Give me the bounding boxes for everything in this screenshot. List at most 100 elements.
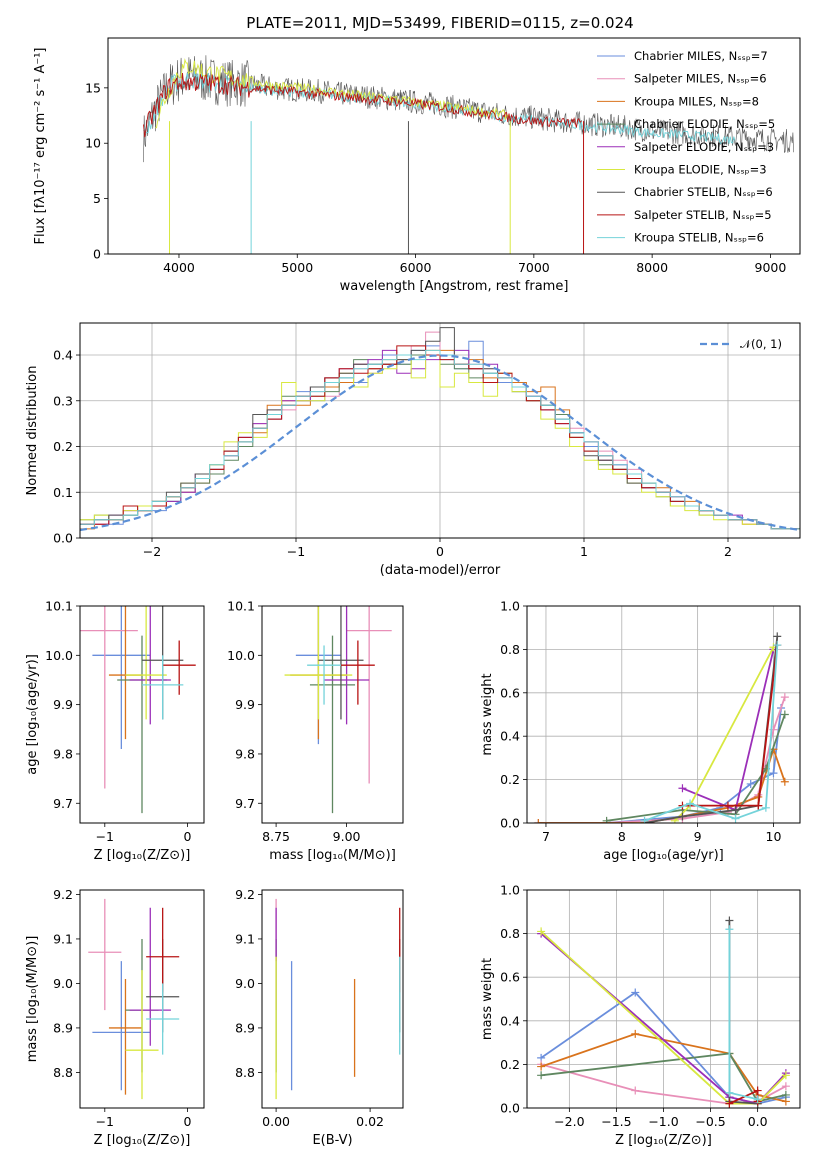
x-axis-label: E(B-V) — [312, 1133, 352, 1148]
panel-residuals: −2 −1 0 1 2 0.0 0.1 0.2 0.3 0.4 (data-model)/error… — [25, 322, 801, 578]
x-axis-label: Z [log₁₀(Z/Z⊙)] — [615, 1133, 712, 1148]
legend-entry: Chabrier STELIB, Nₛₛₚ=6 — [634, 185, 773, 199]
plot-frame — [526, 889, 801, 1109]
weight-point-marker — [769, 769, 778, 778]
weight-point-marker — [780, 777, 789, 786]
x-tick-label: −2 — [143, 544, 161, 559]
plot-area — [537, 916, 790, 1108]
plot-frame — [79, 605, 205, 824]
x-axis-label: wavelength [Angstrom, rest frame] — [340, 279, 569, 294]
y-tick-label: 8.8 — [53, 1065, 73, 1080]
y-tick-label: 0 — [93, 247, 101, 262]
plot-area — [80, 606, 196, 814]
y-tick-label: 9.2 — [235, 887, 255, 902]
weight-point-marker — [781, 1090, 790, 1099]
y-tick-label: 0.8 — [500, 926, 520, 941]
y-tick-label: 9.9 — [235, 697, 255, 712]
plot-frame — [261, 889, 404, 1109]
weight-point-marker — [780, 693, 789, 702]
y-tick-label: 9.0 — [235, 976, 255, 991]
legend-entry: Salpeter MILES, Nₛₛₚ=6 — [634, 72, 767, 86]
weight-point-marker — [773, 632, 782, 641]
x-tick-label: 0 — [183, 829, 191, 844]
weight-point-marker — [537, 1062, 546, 1071]
x-tick-label: −2.0 — [554, 1114, 584, 1129]
panel-spectrum: 4000 5000 6000 7000 8000 9000 0 5 10 15 wavelength… — [33, 37, 801, 294]
spectrum-series-line — [143, 55, 794, 163]
weight-point-marker — [754, 801, 763, 810]
y-tick-label: 9.7 — [53, 796, 73, 811]
x-tick-label: −1 — [96, 829, 114, 844]
weight-series-line — [540, 930, 787, 1105]
figure-title: PLATE=2011, MJD=53499, FIBERID=0115, z=0… — [246, 14, 633, 32]
x-tick-label: 2 — [724, 544, 732, 559]
y-tick-label: 10.0 — [45, 648, 73, 663]
plot-frame — [107, 37, 801, 255]
y-axis-label: Normed distribution — [25, 366, 40, 496]
weight-point-marker — [537, 927, 546, 936]
y-tick-label: 1.0 — [500, 883, 520, 898]
x-tick-label: 6000 — [400, 260, 432, 275]
plot-frame — [79, 889, 205, 1109]
x-axis-label: age [log₁₀(age/yr)] — [603, 848, 724, 863]
x-tick-label: 7 — [542, 829, 550, 844]
x-tick-label: −1 — [287, 544, 305, 559]
y-tick-label: 15 — [85, 80, 101, 95]
y-tick-label: 0.6 — [500, 970, 520, 985]
weight-point-marker — [631, 988, 640, 997]
y-tick-label: 0.2 — [500, 772, 520, 787]
weight-point-marker — [725, 1088, 734, 1097]
y-axis-label: Flux [fλ10⁻¹⁷ erg cm⁻² s⁻¹ A⁻¹] — [33, 48, 48, 245]
x-tick-label: −1.0 — [648, 1114, 678, 1129]
y-tick-label: 0.4 — [500, 1013, 520, 1028]
plot-area — [275, 898, 401, 1100]
weight-point-marker — [631, 1086, 640, 1095]
y-tick-label: 8.9 — [53, 1020, 73, 1035]
y-tick-label: 9.0 — [53, 976, 73, 991]
y-tick-label: 9.1 — [235, 931, 255, 946]
x-tick-label: 5000 — [281, 260, 313, 275]
x-tick-label: 10 — [766, 829, 782, 844]
plot-area — [534, 632, 789, 823]
weight-point-marker — [781, 1082, 790, 1091]
x-tick-label: 8.75 — [262, 829, 290, 844]
y-tick-label: 0.2 — [53, 439, 73, 454]
weight-point-marker — [781, 1071, 790, 1080]
weight-point-marker — [725, 925, 734, 934]
weight-point-marker — [746, 779, 755, 788]
weight-point-marker — [725, 916, 734, 925]
weight-point-marker — [725, 1099, 734, 1108]
y-tick-label: 8.8 — [235, 1065, 255, 1080]
y-tick-label: 9.9 — [53, 697, 73, 712]
panel-weight_vs_age: 7 8 9 10 0.0 0.2 0.4 0.6 0.8 1.0 age [log₁₀(age/yr… — [480, 599, 801, 863]
weight-point-marker — [640, 816, 649, 823]
weight-point-marker — [534, 819, 543, 823]
y-tick-label: 0.0 — [500, 816, 520, 831]
x-tick-label: 1 — [580, 544, 588, 559]
y-tick-label: 0.4 — [53, 348, 73, 363]
legend-entry: Salpeter ELODIE, Nₛₛₚ=3 — [634, 140, 774, 154]
weight-point-marker — [731, 805, 740, 814]
weight-point-marker — [631, 1029, 640, 1038]
x-axis-label: (data-model)/error — [380, 563, 501, 578]
weight-point-marker — [753, 1095, 762, 1104]
y-tick-label: 9.1 — [53, 931, 73, 946]
panel-age_vs_mass: 8.75 9.00 9.7 9.8 9.9 10.0 10.1 mass [log₁₀(M/M… — [227, 599, 404, 863]
weight-point-marker — [761, 803, 770, 812]
y-tick-label: 0.2 — [500, 1057, 520, 1072]
y-tick-label: 10.0 — [227, 648, 255, 663]
plot-frame — [526, 605, 801, 824]
x-tick-label: −0.5 — [695, 1114, 725, 1129]
legend-entry: 𝒩(0, 1) — [740, 337, 782, 351]
spectrum-series-line — [143, 72, 582, 138]
legend-entry: Kroupa ELODIE, Nₛₛₚ=3 — [634, 163, 767, 177]
legend-entry: Kroupa STELIB, Nₛₛₚ=6 — [634, 231, 764, 245]
y-axis-label: age [log₁₀(age/yr)] — [25, 654, 40, 775]
x-tick-label: 7000 — [518, 260, 550, 275]
x-axis-label: Z [log₁₀(Z/Z⊙)] — [94, 848, 191, 863]
normal-curve — [80, 354, 800, 532]
plot-frame — [261, 605, 404, 824]
x-tick-label: 0.00 — [262, 1114, 290, 1129]
weight-point-marker — [686, 799, 695, 808]
panel-mass_vs_Z: −1 0 8.8 8.9 9.0 9.1 9.2 Z [log₁₀(Z/Z⊙)] mass [l… — [25, 887, 205, 1148]
